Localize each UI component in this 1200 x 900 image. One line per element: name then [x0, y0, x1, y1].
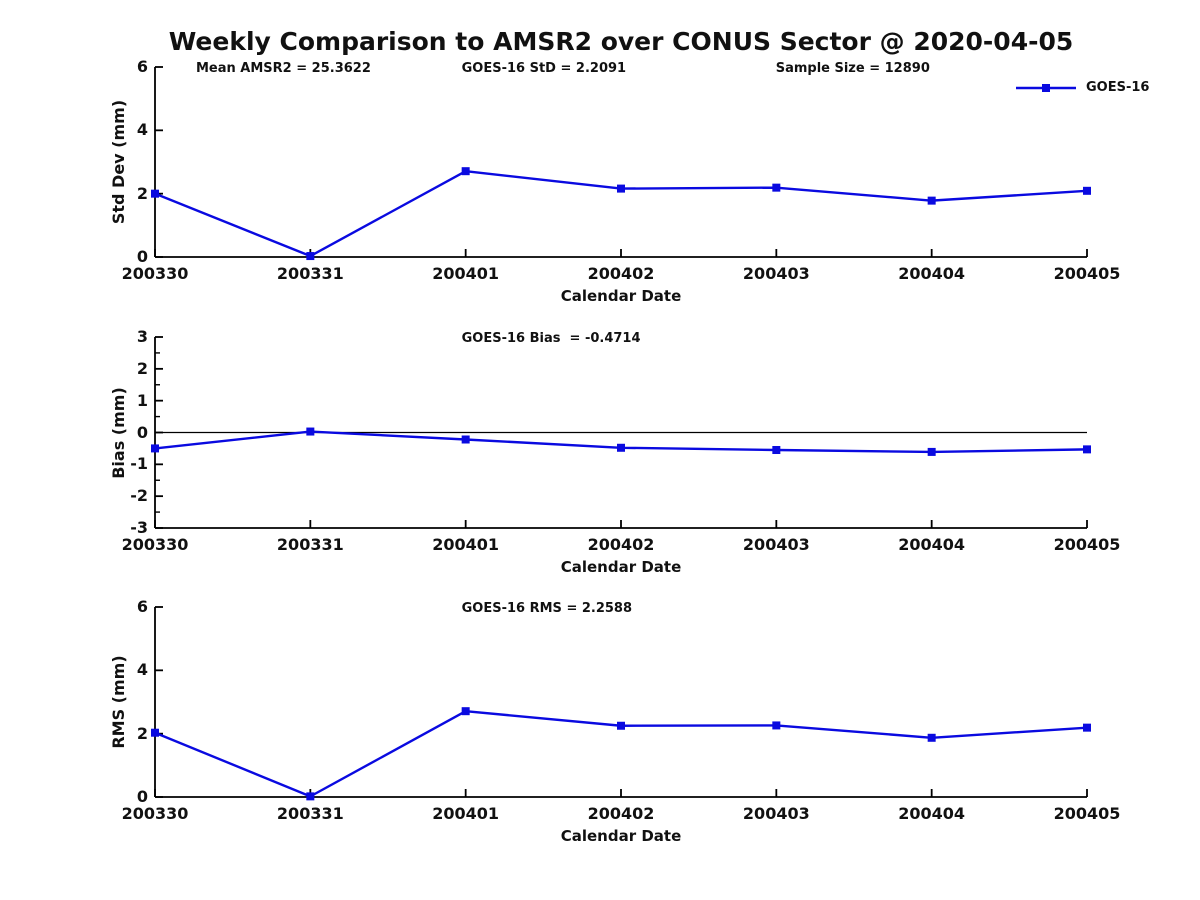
x-tick-label: 200405	[1053, 264, 1121, 283]
data-point-marker	[927, 447, 936, 456]
x-tick-label: 200404	[898, 535, 966, 554]
x-tick-label: 200330	[121, 264, 189, 283]
rms-plot	[151, 606, 1091, 801]
y-tick-label: -1	[130, 454, 148, 474]
y-tick-label: 0	[136, 247, 148, 266]
y-tick-label: 3	[136, 327, 148, 346]
bias-plot	[151, 336, 1091, 529]
x-tick-label: 200405	[1053, 535, 1121, 554]
stddev-y-axis-label: Std Dev (mm)	[109, 99, 128, 225]
data-point-marker	[461, 167, 470, 176]
data-point-marker	[1083, 186, 1091, 195]
y-tick-label: 1	[136, 390, 148, 410]
data-point-marker	[306, 792, 315, 801]
legend-label: GOES-16	[1086, 80, 1150, 95]
data-point-marker	[151, 728, 159, 737]
stat-sample-size: Sample Size = 12890	[775, 61, 930, 76]
legend: GOES-16	[1014, 80, 1149, 96]
data-point-marker	[617, 184, 625, 193]
y-tick-label: 6	[136, 57, 148, 76]
data-point-marker	[617, 443, 625, 452]
y-tick-label: 0	[136, 787, 148, 806]
x-tick-label: 200401	[432, 535, 500, 554]
data-point-marker	[927, 196, 936, 205]
x-tick-label: 200403	[742, 804, 810, 823]
x-tick-label: 200402	[587, 804, 655, 823]
data-point-marker	[772, 721, 781, 730]
data-point-marker	[617, 721, 625, 730]
y-tick-label: 6	[136, 597, 148, 616]
stat-mean-amsr2: Mean AMSR2 = 25.3622	[196, 61, 371, 76]
y-tick-label: 4	[136, 120, 148, 140]
y-tick-label: -2	[130, 486, 148, 506]
series-line	[154, 169, 1088, 258]
x-tick-label: 200403	[742, 264, 810, 283]
y-tick-label: 2	[136, 723, 148, 743]
bias-x-axis-label: Calendar Date	[560, 558, 682, 576]
x-tick-label: 200330	[121, 804, 189, 823]
x-tick-label: 200330	[121, 535, 189, 554]
rms-x-axis-label: Calendar Date	[560, 827, 682, 845]
rms-y-axis-label: RMS (mm)	[109, 655, 128, 749]
stddev-x-axis-label: Calendar Date	[560, 287, 682, 305]
stddev-plot	[151, 66, 1091, 261]
stat-goes16-bias: GOES-16 Bias = -0.4714	[461, 331, 641, 346]
y-tick-label: -3	[130, 518, 148, 537]
data-point-marker	[772, 183, 781, 192]
x-tick-label: 200405	[1053, 804, 1121, 823]
x-tick-label: 200402	[587, 535, 655, 554]
data-point-marker	[927, 733, 936, 742]
x-tick-label: 200404	[898, 264, 966, 283]
stat-goes16-rms: GOES-16 RMS = 2.2588	[461, 601, 633, 616]
legend-line-icon	[1016, 84, 1076, 92]
x-tick-label: 200331	[276, 264, 344, 283]
data-point-marker	[1083, 445, 1091, 454]
x-tick-label: 200401	[432, 264, 500, 283]
y-tick-label: 2	[136, 183, 148, 203]
data-point-marker	[306, 427, 315, 436]
y-tick-label: 4	[136, 660, 148, 680]
data-point-marker	[461, 435, 470, 444]
data-point-marker	[151, 189, 159, 198]
page-title: Weekly Comparison to AMSR2 over CONUS Se…	[168, 27, 1074, 56]
data-point-marker	[461, 707, 470, 716]
data-point-marker	[1083, 723, 1091, 732]
y-tick-label: 2	[136, 358, 148, 378]
x-tick-label: 200331	[276, 535, 344, 554]
x-tick-label: 200403	[742, 535, 810, 554]
x-tick-label: 200331	[276, 804, 344, 823]
stat-goes16-std: GOES-16 StD = 2.2091	[461, 61, 627, 76]
x-tick-label: 200402	[587, 264, 655, 283]
x-tick-label: 200404	[898, 804, 966, 823]
data-point-marker	[772, 446, 781, 455]
data-point-marker	[306, 252, 315, 261]
x-tick-label: 200401	[432, 804, 500, 823]
y-tick-label: 0	[136, 422, 148, 442]
data-point-marker	[151, 444, 159, 453]
